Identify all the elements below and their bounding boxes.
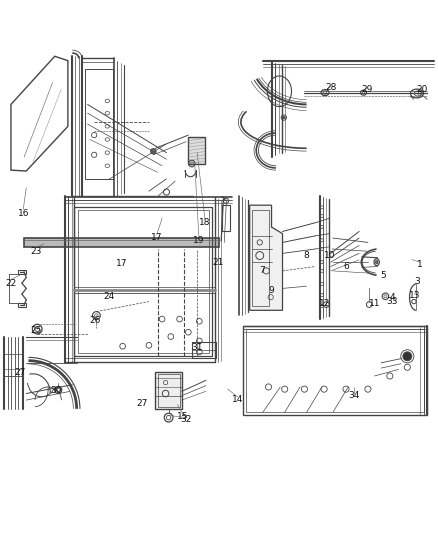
Text: 7: 7 [259, 266, 265, 276]
Text: 14: 14 [232, 395, 244, 404]
Text: 15: 15 [177, 412, 189, 421]
Ellipse shape [151, 149, 156, 154]
Text: 1: 1 [417, 260, 423, 269]
Bar [78, 211, 209, 353]
Bar [18, 270, 26, 273]
Text: 6: 6 [343, 262, 349, 271]
Text: 19: 19 [193, 236, 205, 245]
Text: 25: 25 [31, 326, 42, 335]
Text: 26: 26 [90, 316, 101, 325]
Text: 12: 12 [319, 299, 331, 308]
Text: 29: 29 [362, 85, 373, 94]
Text: 17: 17 [116, 260, 127, 269]
Text: 32: 32 [180, 415, 192, 424]
Ellipse shape [375, 260, 378, 264]
Bar [155, 372, 182, 409]
Text: 34: 34 [348, 391, 360, 400]
Text: 13: 13 [409, 292, 420, 301]
Text: 5: 5 [380, 271, 386, 280]
Text: 17: 17 [151, 232, 162, 241]
Bar [85, 69, 113, 179]
Text: 33: 33 [386, 297, 397, 306]
Ellipse shape [403, 352, 412, 361]
Bar [222, 205, 230, 231]
Text: 18: 18 [199, 218, 211, 227]
Text: 27: 27 [14, 368, 25, 377]
Bar [246, 329, 424, 413]
Text: 10: 10 [324, 252, 336, 261]
Text: 4: 4 [389, 293, 395, 302]
Bar [252, 209, 269, 306]
Bar [188, 138, 205, 164]
Bar [192, 342, 216, 359]
Text: 11: 11 [369, 299, 380, 308]
Text: 9: 9 [268, 286, 275, 295]
Bar [158, 374, 180, 407]
Text: 21: 21 [212, 257, 223, 266]
Polygon shape [24, 238, 219, 247]
Text: 20: 20 [416, 85, 427, 94]
Text: 22: 22 [5, 279, 16, 288]
Bar [74, 207, 212, 356]
Polygon shape [250, 205, 283, 310]
Text: 24: 24 [103, 292, 114, 301]
Bar [243, 326, 427, 415]
Text: 8: 8 [304, 251, 310, 260]
Ellipse shape [283, 117, 285, 119]
Text: 3: 3 [414, 277, 420, 286]
Text: 23: 23 [30, 247, 42, 256]
Text: 30: 30 [51, 385, 62, 394]
Bar [18, 303, 26, 307]
Text: 31: 31 [191, 343, 203, 352]
Text: 28: 28 [325, 83, 337, 92]
Text: 16: 16 [18, 209, 29, 219]
Text: 27: 27 [137, 399, 148, 408]
